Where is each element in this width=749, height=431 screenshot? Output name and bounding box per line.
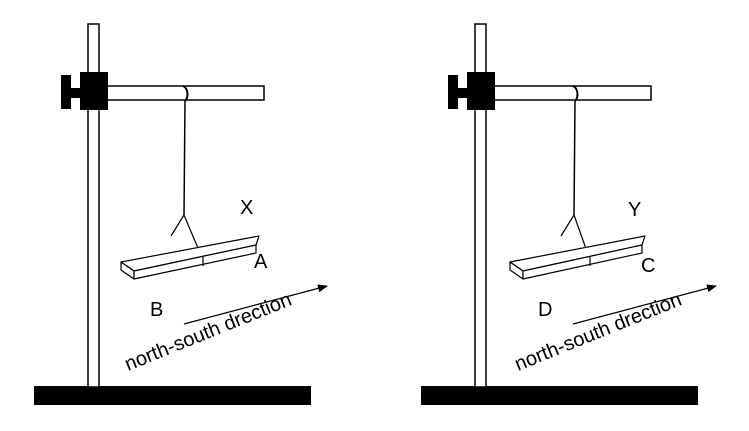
stand-pole — [474, 23, 487, 388]
string-split-left — [170, 214, 185, 237]
direction-text: north-south drection — [122, 289, 295, 376]
right-panel: Y C D north-south drection — [421, 23, 717, 405]
end-label-far: C — [641, 255, 655, 277]
string — [183, 100, 186, 216]
direction-arrow — [572, 284, 717, 325]
clamp-screw — [61, 75, 71, 109]
stand-arm — [490, 85, 652, 101]
clamp-rod — [457, 88, 469, 98]
string-knot — [182, 85, 189, 102]
magnet-side-face — [522, 244, 643, 280]
clamp-block — [80, 72, 108, 110]
clamp-block — [467, 72, 495, 110]
magnet-label: X — [240, 197, 253, 219]
string-split-left — [560, 214, 575, 237]
magnet-label: Y — [628, 199, 641, 221]
magnet-bar — [120, 235, 260, 280]
stand-base — [34, 386, 311, 405]
magnet-bar — [509, 235, 646, 280]
magnet-side-face — [133, 244, 257, 280]
clamp-rod — [70, 88, 82, 98]
end-label-near: D — [538, 299, 552, 321]
end-label-far: A — [254, 251, 268, 273]
clamp-screw — [448, 75, 458, 109]
end-label-near: B — [150, 299, 163, 321]
left-panel: X A B north-south drection — [34, 23, 328, 405]
string-knot — [572, 85, 579, 102]
string — [573, 100, 576, 216]
direction-arrow — [183, 284, 328, 325]
stand-arm — [103, 85, 265, 101]
stand-pole — [87, 23, 100, 388]
stand-base — [421, 386, 698, 405]
